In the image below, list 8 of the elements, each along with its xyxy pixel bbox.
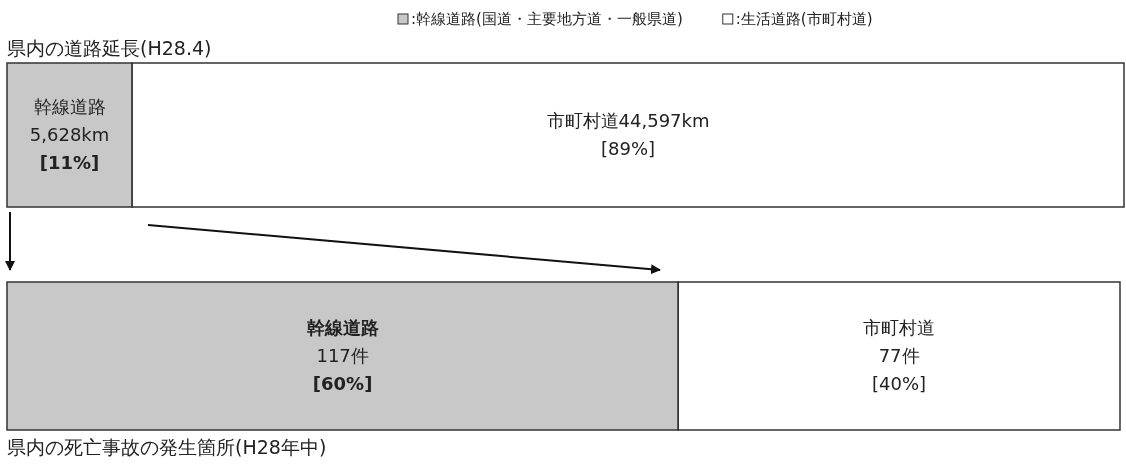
data-label: 幹線道路 5,628km [11%]: [29, 96, 110, 174]
text: 県内の死亡事故の発生箇所(H28年中): [7, 436, 327, 458]
legend-label: :幹線道路(国道・主要地方道・一般県道): [411, 10, 683, 28]
data-label: 市町村道 77件 [40%]: [863, 317, 936, 395]
data-label: 幹線道路 117件 [60%]: [306, 317, 379, 395]
chart-title: 県内の道路延長(H28.4): [7, 37, 212, 59]
data-label: 市町村道44,597km [89%]: [546, 110, 710, 160]
legend-label: :生活道路(市町村道): [735, 10, 873, 28]
